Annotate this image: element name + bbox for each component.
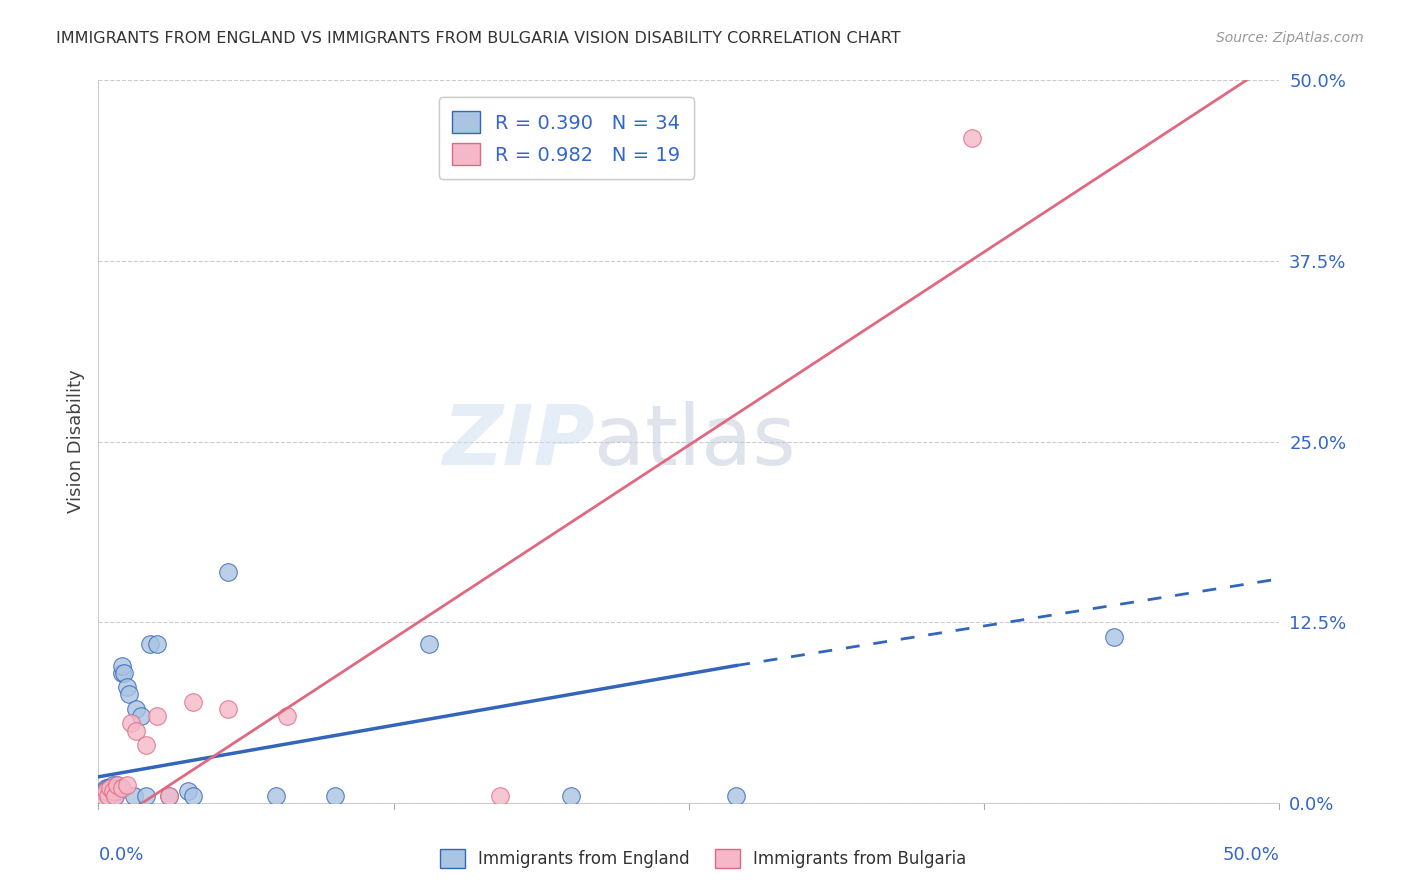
Point	[98, 781, 121, 796]
Point	[91, 789, 114, 803]
Point	[129, 709, 152, 723]
Point	[108, 781, 131, 796]
Text: atlas: atlas	[595, 401, 796, 482]
Point	[97, 789, 120, 803]
Point	[104, 789, 127, 803]
Point	[489, 789, 512, 803]
Point	[181, 789, 204, 803]
Legend: R = 0.390   N = 34, R = 0.982   N = 19: R = 0.390 N = 34, R = 0.982 N = 19	[439, 97, 695, 179]
Point	[146, 709, 169, 723]
Point	[105, 779, 128, 793]
Point	[1102, 630, 1125, 644]
Point	[111, 781, 134, 796]
Point	[94, 781, 117, 796]
Text: Source: ZipAtlas.com: Source: ZipAtlas.com	[1216, 31, 1364, 45]
Point	[121, 716, 143, 731]
Text: 50.0%: 50.0%	[1223, 847, 1279, 864]
Point	[276, 709, 298, 723]
Point	[105, 779, 128, 793]
Point	[962, 131, 984, 145]
Point	[91, 784, 114, 798]
Point	[125, 702, 148, 716]
Point	[111, 658, 134, 673]
Point	[146, 637, 169, 651]
Point	[97, 789, 120, 803]
Point	[98, 786, 121, 800]
Point	[217, 702, 239, 716]
Point	[177, 784, 200, 798]
Y-axis label: Vision Disability: Vision Disability	[66, 369, 84, 514]
Point	[101, 784, 124, 798]
Point	[111, 665, 134, 680]
Point	[264, 789, 287, 803]
Point	[101, 784, 124, 798]
Point	[181, 695, 204, 709]
Text: 0.0%: 0.0%	[98, 847, 143, 864]
Point	[101, 779, 124, 793]
Point	[157, 789, 180, 803]
Point	[112, 665, 135, 680]
Point	[105, 784, 128, 798]
Point	[139, 637, 162, 651]
Point	[560, 789, 582, 803]
Legend: Immigrants from England, Immigrants from Bulgaria: Immigrants from England, Immigrants from…	[433, 842, 973, 875]
Point	[135, 789, 157, 803]
Point	[104, 781, 127, 796]
Text: ZIP: ZIP	[441, 401, 595, 482]
Point	[97, 781, 120, 796]
Point	[98, 781, 121, 796]
Point	[115, 779, 138, 793]
Point	[217, 565, 239, 579]
Point	[418, 637, 440, 651]
Point	[104, 789, 127, 803]
Point	[118, 687, 141, 701]
Point	[94, 784, 117, 798]
Point	[122, 789, 145, 803]
Point	[157, 789, 180, 803]
Point	[323, 789, 346, 803]
Point	[115, 680, 138, 694]
Point	[725, 789, 748, 803]
Point	[125, 723, 148, 738]
Point	[135, 738, 157, 752]
Text: IMMIGRANTS FROM ENGLAND VS IMMIGRANTS FROM BULGARIA VISION DISABILITY CORRELATIO: IMMIGRANTS FROM ENGLAND VS IMMIGRANTS FR…	[56, 31, 901, 46]
